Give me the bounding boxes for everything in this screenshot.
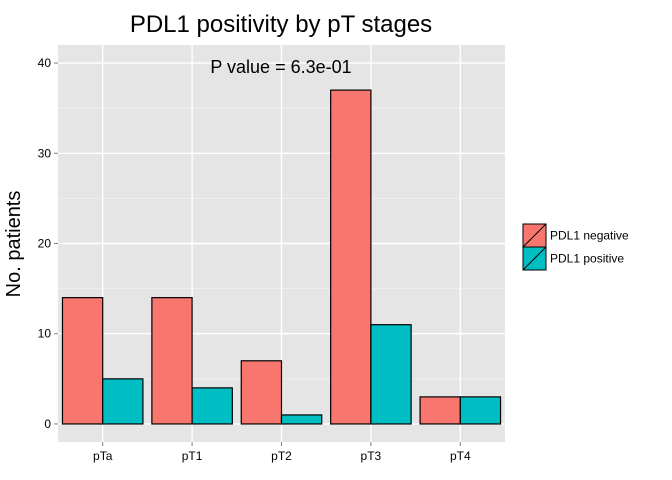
y-axis: 0 10 20 30 40 bbox=[38, 56, 58, 431]
bar-pT1-positive bbox=[191, 387, 233, 425]
bar-pT3-negative bbox=[330, 89, 372, 425]
x-tick-label-pT2: pT2 bbox=[271, 449, 292, 463]
y-tick-label: 20 bbox=[38, 237, 52, 251]
bar-pT1-negative bbox=[151, 297, 193, 425]
legend-key-slash bbox=[522, 246, 547, 271]
y-tick-label: 0 bbox=[44, 417, 51, 431]
x-tick-label-pT1: pT1 bbox=[182, 449, 203, 463]
bar-pT2-negative bbox=[240, 360, 283, 425]
x-tick-label-pT3: pT3 bbox=[361, 449, 382, 463]
bar-pT3-positive bbox=[370, 324, 412, 425]
legend-label: PDL1 positive bbox=[550, 252, 624, 266]
y-tick-label: 40 bbox=[38, 56, 52, 70]
bars bbox=[61, 89, 502, 425]
y-tick-label: 10 bbox=[38, 327, 52, 341]
bar-pT2-positive bbox=[280, 414, 323, 425]
x-axis: pTa pT1 pT2 pT3 pT4 bbox=[93, 442, 471, 463]
bar-pT4-positive bbox=[459, 396, 502, 425]
bar-pTa-positive bbox=[102, 378, 144, 425]
x-tick-label-pTa: pTa bbox=[93, 449, 113, 463]
bar-pT4-negative bbox=[419, 396, 461, 425]
y-axis-label: No. patients bbox=[3, 191, 25, 298]
legend-key-slash bbox=[522, 223, 547, 248]
x-tick-label-pT4: pT4 bbox=[450, 449, 471, 463]
chart-title: PDL1 positivity by pT stages bbox=[130, 11, 432, 38]
p-value-annotation: P value = 6.3e-01 bbox=[210, 57, 351, 77]
bar-pTa-negative bbox=[61, 297, 104, 425]
legend-label: PDL1 negative bbox=[550, 229, 629, 243]
legend: PDL1 negative PDL1 positive bbox=[522, 223, 629, 271]
y-tick-label: 30 bbox=[38, 146, 52, 160]
